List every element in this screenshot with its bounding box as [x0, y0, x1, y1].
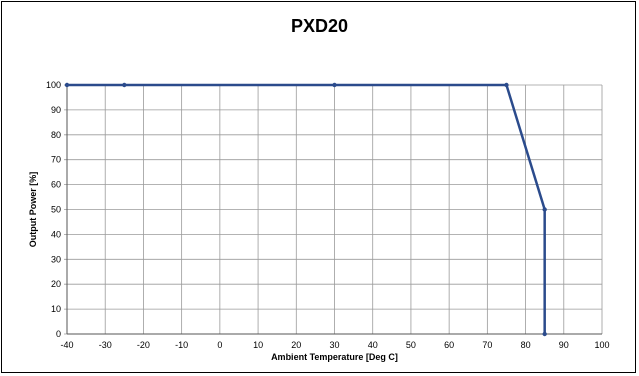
y-tick-label: 20 — [51, 279, 61, 289]
x-tick-label: 70 — [482, 340, 492, 350]
tick-labels: -40 -30 -20 -10 0 10 20 30 40 50 60 70 80 90 100 0 10 20 3… — [46, 80, 610, 350]
y-tick-label: 100 — [46, 80, 61, 90]
x-tick-label: -40 — [60, 340, 73, 350]
x-tick-label: -10 — [175, 340, 188, 350]
x-axis-label: Ambient Temperature [Deg C] — [271, 352, 398, 362]
x-tick-label: 50 — [406, 340, 416, 350]
x-tick-label: 30 — [329, 340, 339, 350]
chart-title: PXD20 — [290, 16, 349, 36]
y-axis-label: Output Power [%] — [28, 172, 38, 248]
x-tick-label: 90 — [559, 340, 569, 350]
y-tick-label: 30 — [51, 254, 61, 264]
y-tick-label: 80 — [51, 130, 61, 140]
x-tick-label: 80 — [521, 340, 531, 350]
y-tick-label: 60 — [51, 180, 61, 190]
x-tick-label: 20 — [291, 340, 301, 350]
y-tick-label: 70 — [51, 155, 61, 165]
y-tick-label: 40 — [51, 229, 61, 239]
x-tick-label: 100 — [594, 340, 609, 350]
y-tick-label: 90 — [51, 105, 61, 115]
data-point — [504, 82, 509, 88]
x-tick-label: 0 — [217, 340, 222, 350]
x-tick-label: 40 — [368, 340, 378, 350]
y-tick-label: 0 — [56, 329, 61, 339]
x-tick-label: 10 — [253, 340, 263, 350]
x-tick-label: -20 — [137, 340, 150, 350]
grid — [64, 84, 603, 335]
data-point — [332, 82, 337, 88]
series-layer — [64, 82, 547, 337]
y-tick-label: 10 — [51, 304, 61, 314]
data-point — [542, 331, 547, 337]
y-tick-label: 50 — [51, 205, 61, 215]
data-point — [542, 207, 547, 212]
data-point — [64, 82, 70, 88]
x-tick-label: -30 — [99, 340, 112, 350]
x-tick-label: 60 — [444, 340, 454, 350]
data-point — [122, 82, 127, 88]
series-line — [67, 83, 546, 334]
